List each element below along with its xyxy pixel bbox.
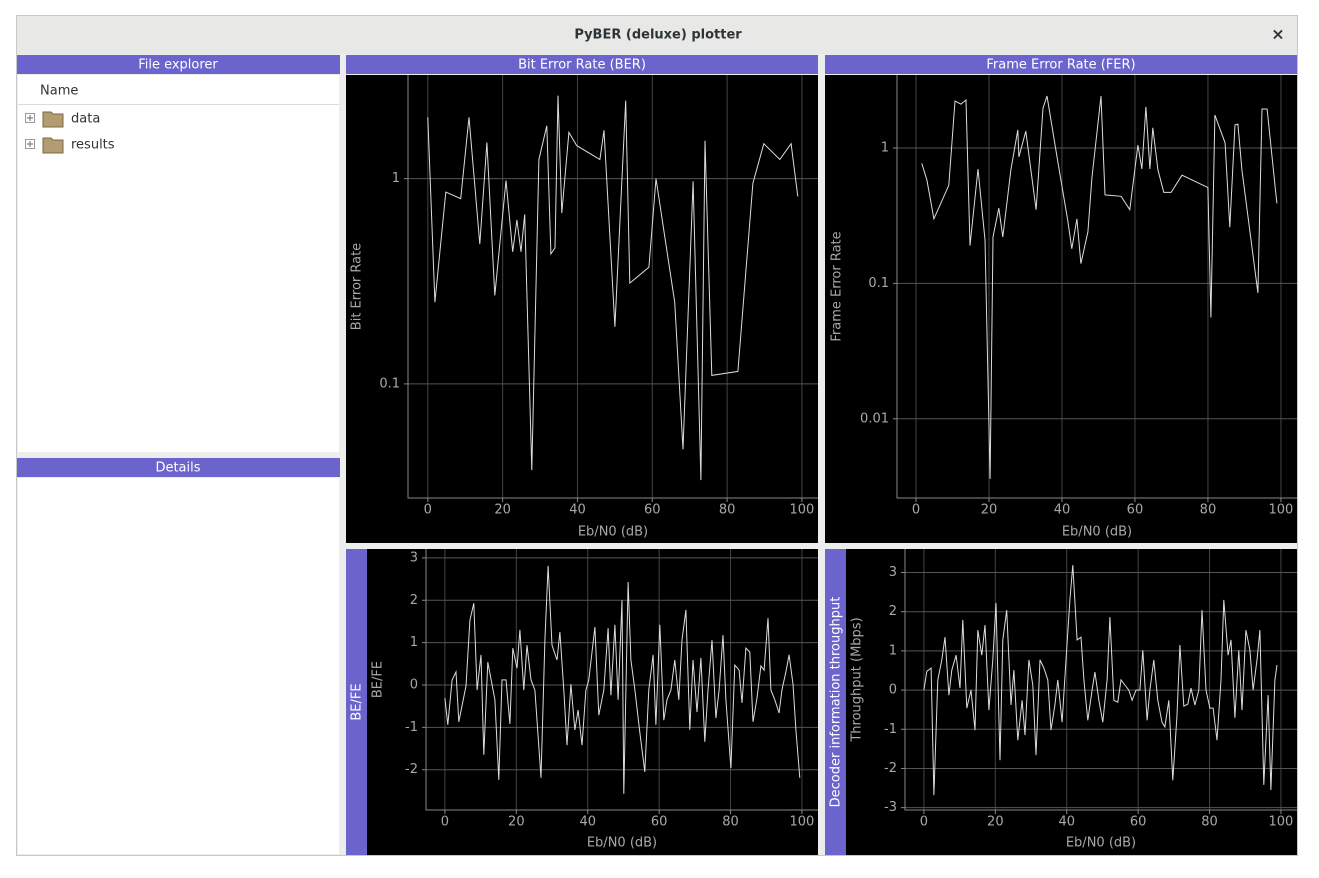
data-line — [444, 565, 801, 794]
y-tick-label: 3 — [410, 550, 418, 565]
plot-background — [346, 75, 818, 543]
column-header[interactable]: Name — [40, 84, 78, 99]
side-header — [346, 549, 367, 855]
expander-sign — [27, 115, 33, 121]
x-tick-label: 100 — [790, 815, 815, 830]
y-tick-label: -2 — [884, 761, 897, 776]
side-title: BE/FE — [350, 683, 365, 720]
x-tick-label: 0 — [441, 815, 449, 830]
x-tick-label: 60 — [1130, 815, 1147, 830]
x-tick-label: 20 — [987, 815, 1004, 830]
panel-header — [17, 55, 340, 74]
item-label[interactable]: results — [71, 138, 115, 153]
x-axis-label: Eb/N0 (dB) — [1066, 836, 1136, 851]
x-axis-label: Eb/N0 (dB) — [1062, 525, 1132, 540]
details-area — [18, 478, 339, 854]
y-tick-label: 0.01 — [860, 411, 889, 426]
y-axis-label: Frame Error Rate — [830, 231, 845, 341]
axis-frame — [904, 549, 1297, 811]
x-tick-label: 60 — [644, 503, 661, 518]
panel-header — [825, 55, 1297, 74]
y-tick-label: -1 — [884, 722, 897, 737]
data-line — [427, 95, 799, 481]
y-tick-label: 1 — [392, 171, 400, 186]
x-axis-label: Eb/N0 (dB) — [578, 525, 648, 540]
x-tick-label: 80 — [719, 503, 736, 518]
file-tree — [18, 75, 339, 452]
y-tick-label: 2 — [889, 604, 897, 619]
expander-sign — [27, 141, 33, 147]
y-axis-label: Throughput (Mbps) — [850, 617, 865, 742]
x-tick-label: 80 — [722, 815, 739, 830]
x-tick-label: 60 — [651, 815, 668, 830]
x-tick-label: 100 — [1269, 503, 1294, 518]
x-axis-label: Eb/N0 (dB) — [587, 836, 657, 851]
x-tick-label: 20 — [494, 503, 511, 518]
y-tick-label: -1 — [405, 720, 418, 735]
y-tick-label: -2 — [405, 762, 418, 777]
window-title: PyBER (deluxe) plotter — [574, 28, 742, 43]
item-label[interactable]: data — [71, 112, 100, 127]
y-tick-label: 2 — [410, 593, 418, 608]
x-tick-label: 0 — [424, 503, 432, 518]
y-tick-label: 0 — [889, 683, 897, 698]
x-tick-label: 40 — [1058, 815, 1075, 830]
data-line — [923, 565, 1278, 796]
y-tick-label: 3 — [889, 565, 897, 580]
x-tick-label: 0 — [920, 815, 928, 830]
x-tick-label: 80 — [1200, 503, 1217, 518]
panel-title: File explorer — [138, 58, 218, 73]
y-tick-label: 1 — [889, 643, 897, 658]
y-tick-label: 1 — [410, 635, 418, 650]
y-tick-label: -3 — [884, 800, 897, 815]
x-tick-label: 60 — [1127, 503, 1144, 518]
side-header — [825, 549, 846, 855]
y-tick-label: 0 — [410, 678, 418, 693]
y-tick-label: 1 — [881, 140, 889, 155]
x-tick-label: 100 — [1269, 815, 1294, 830]
x-tick-label: 40 — [1054, 503, 1071, 518]
x-tick-label: 40 — [579, 815, 596, 830]
x-tick-label: 20 — [508, 815, 525, 830]
x-tick-label: 100 — [790, 503, 815, 518]
axis-frame — [425, 549, 818, 811]
panel-title: Details — [155, 461, 200, 476]
data-line — [921, 95, 1278, 479]
plot-background — [825, 75, 1297, 543]
panel-header — [17, 458, 340, 477]
x-tick-label: 0 — [912, 503, 920, 518]
plot-background — [367, 549, 818, 855]
y-tick-label: 0.1 — [868, 276, 889, 291]
tree-item[interactable]: results — [25, 137, 115, 154]
folder-icon — [42, 111, 64, 128]
tree-item[interactable]: data — [25, 111, 101, 128]
chart-title: Frame Error Rate (FER) — [986, 58, 1135, 73]
x-tick-label: 80 — [1201, 815, 1218, 830]
plot-background — [846, 549, 1297, 855]
y-tick-label: 0.1 — [379, 376, 400, 391]
x-tick-label: 40 — [569, 503, 586, 518]
chart-title: Bit Error Rate (BER) — [518, 58, 646, 73]
axis-frame — [896, 75, 1297, 499]
folder-icon — [42, 137, 64, 154]
side-title: Decoder information throughput — [829, 597, 844, 808]
axis-frame — [407, 75, 818, 499]
y-axis-label: Bit Error Rate — [350, 243, 365, 330]
y-axis-label: BE/FE — [371, 661, 386, 698]
panel-header — [346, 55, 818, 74]
x-tick-label: 20 — [981, 503, 998, 518]
title-bar — [17, 16, 1297, 54]
close-button[interactable]: × — [1271, 25, 1284, 44]
